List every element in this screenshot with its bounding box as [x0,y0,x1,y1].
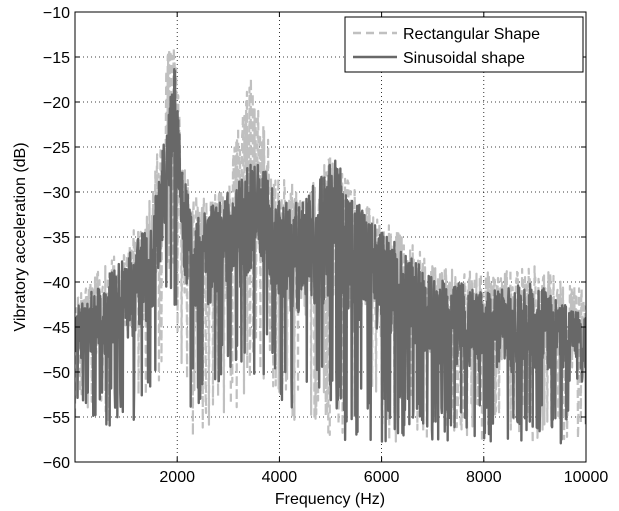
x-tick-label: 4000 [262,469,298,486]
y-tick-label: −10 [43,5,70,22]
y-tick-label: −30 [43,185,70,202]
y-tick-label: −50 [43,365,70,382]
ticks: 2000 4000 6000 8000 10000 −60 −55 −50 −45 −40 −35 −… [43,5,608,486]
legend: Rectangular Shape Sinusoidal shape [344,16,584,73]
y-tick-label: −60 [43,455,70,472]
legend-label-2: Sinusoidal shape [403,50,525,67]
y-tick-label: −35 [43,230,70,247]
x-tick-label: 2000 [159,469,195,486]
legend-label-1: Rectangular Shape [403,26,540,43]
y-tick-label: −55 [43,410,70,427]
x-axis-label: Frequency (Hz) [275,491,385,508]
y-tick-label: −25 [43,140,70,157]
y-tick-label: −40 [43,275,70,292]
y-tick-label: −20 [43,95,70,112]
series-layer [75,46,586,445]
y-tick-label: −45 [43,320,70,337]
x-tick-label: 6000 [364,469,400,486]
x-tick-label: 10000 [564,469,609,486]
x-tick-label: 8000 [466,469,502,486]
y-axis-label: Vibratory acceleration (dB) [12,142,29,331]
series-line-2 [75,68,586,445]
y-tick-label: −15 [43,50,70,67]
legend-box [344,16,584,73]
